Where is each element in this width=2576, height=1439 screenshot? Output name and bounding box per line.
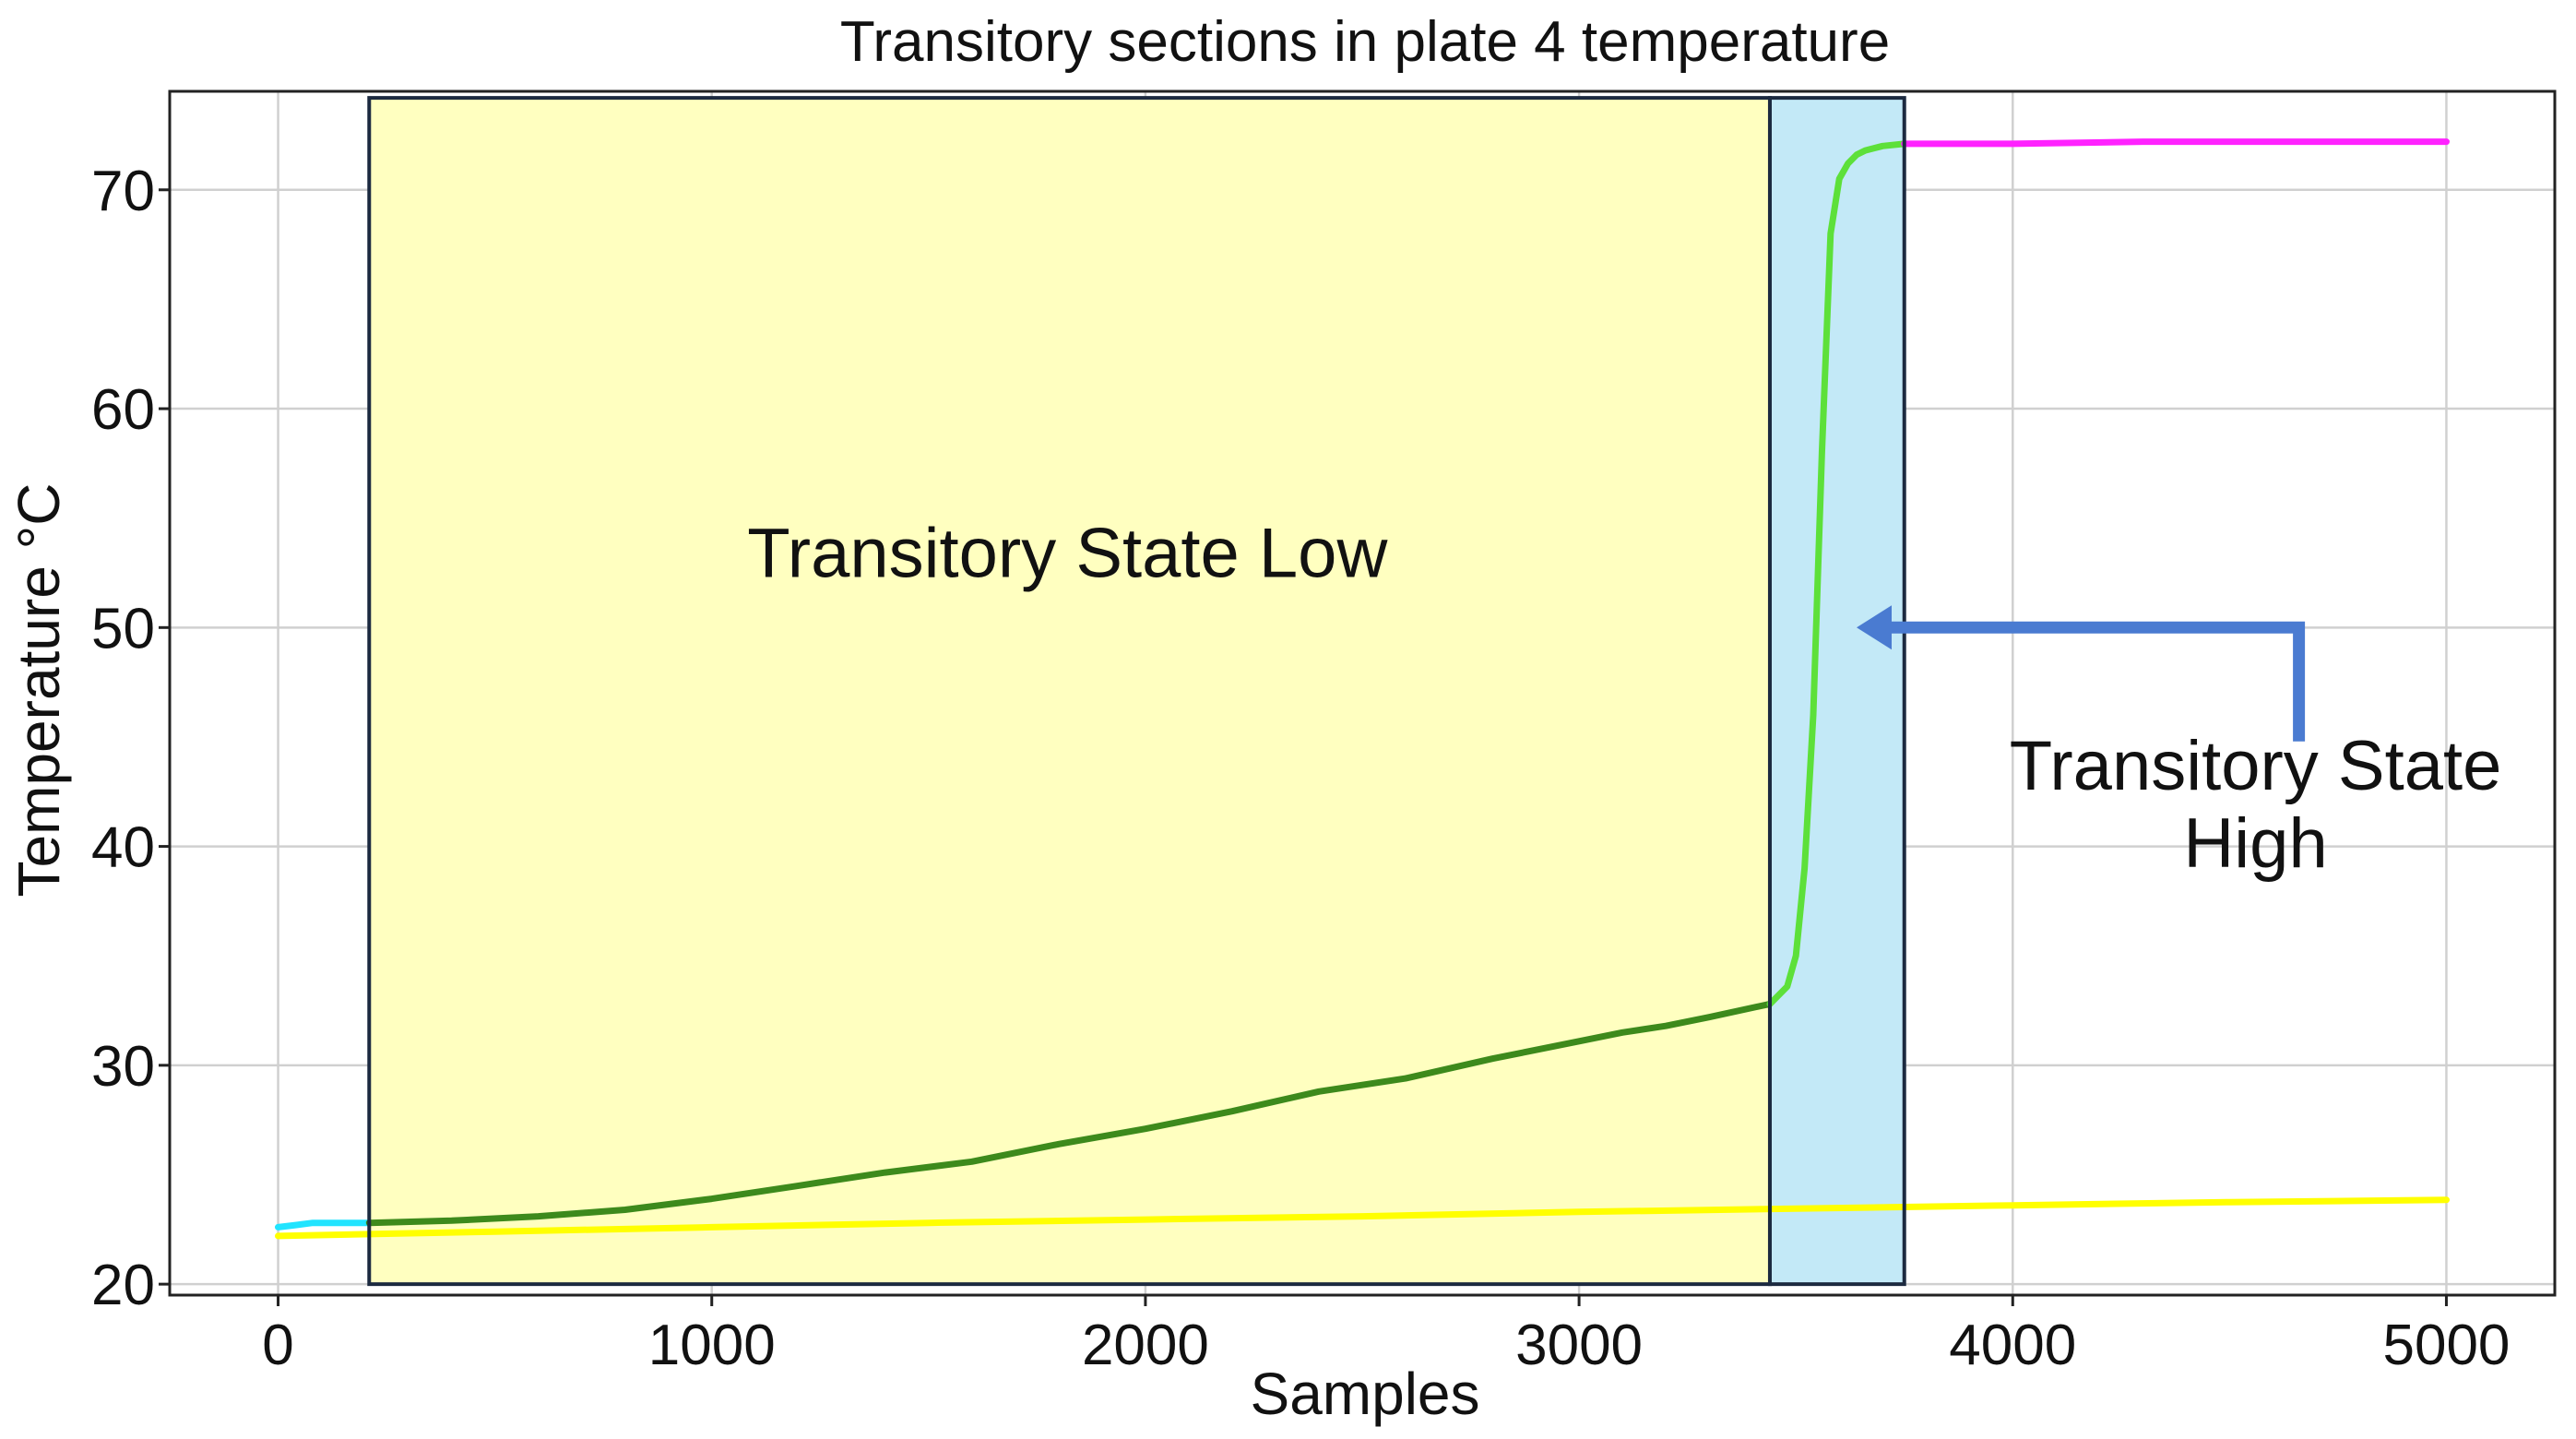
region-border-transitory-state-high [1767,96,1906,1287]
x-tick-label: 2000 [1082,1314,1209,1377]
y-tick-label: 70 [91,160,155,223]
annotation-transitory-state-high: Transitory State High [2010,727,2502,883]
series-line-reference [275,1196,2450,1240]
region-transitory-state-high [1769,98,1905,1285]
x-tick-label: 4000 [1949,1314,2076,1377]
y-tick-label: 30 [91,1035,155,1099]
series-line-high-transitory [1766,140,1908,1007]
y-tick-label: 60 [91,378,155,442]
y-tick-label: 20 [91,1254,155,1317]
x-tick-label: 1000 [648,1314,776,1377]
annotation-arrow-shaft [1892,621,2306,742]
x-axis-label: Samples [1251,1361,1480,1427]
x-tick-label: 3000 [1515,1314,1643,1377]
y-axis-label: Temperature °C [6,483,72,898]
x-tick-label: 5000 [2382,1314,2510,1377]
y-tick-label: 50 [91,597,155,660]
annotation-layer: Transitory State Low Transitory State High [747,515,2501,883]
plot-frame [168,89,2557,1297]
annotation-line: High [2183,804,2327,883]
annotation-line: Transitory State Low [747,515,1388,593]
annotation-transitory-state-low: Transitory State Low [747,515,1388,593]
series-layer [275,138,2450,1240]
y-tick-label: 40 [91,816,155,880]
annotation-line: Transitory State [2010,727,2502,805]
annotation-arrow-head [1857,605,1892,650]
region-border-layer [367,96,1906,1287]
region-layer [369,98,1905,1285]
tick-layer: 0 1000 2000 3000 4000 5000 20 30 40 50 60 70 [91,160,2510,1377]
series-line-initial [275,1219,373,1231]
x-tick-label: 0 [262,1314,293,1377]
series-line-steady-high [1901,138,2450,148]
series-line-low-transitory [365,1000,1774,1227]
chart-title: Transitory sections in plate 4 temperatu… [840,10,1890,74]
region-transitory-state-low [369,98,1770,1285]
